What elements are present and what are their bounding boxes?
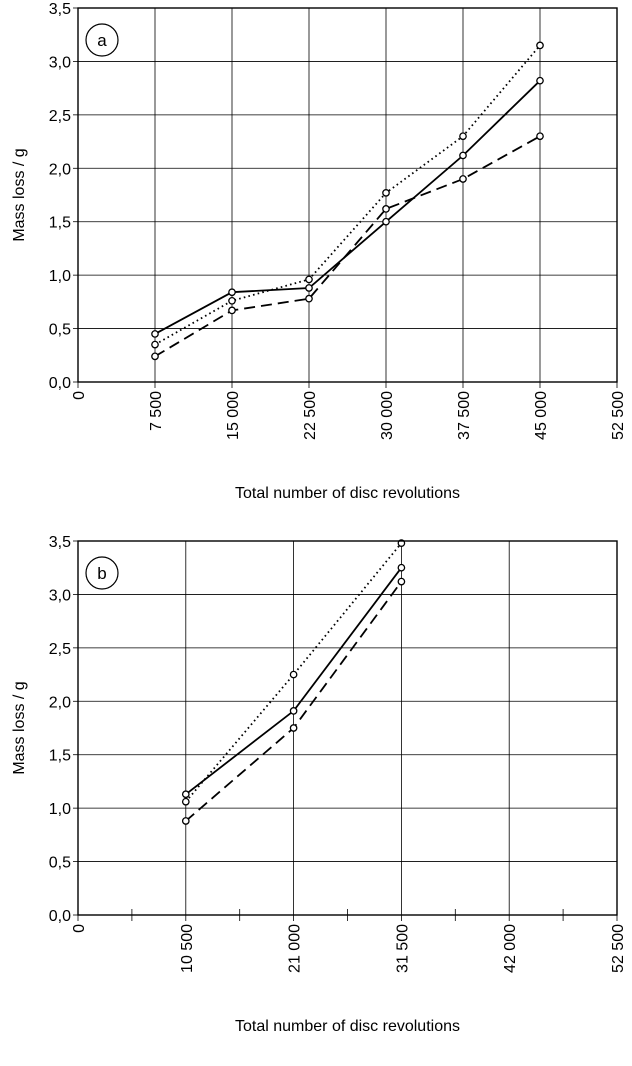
x-axis-title: Total number of disc revolutions xyxy=(235,485,460,502)
y-tick-label: 0,5 xyxy=(49,855,71,872)
data-point-dashed xyxy=(289,724,298,732)
data-point-dotted xyxy=(289,670,298,679)
y-tick-label: 3,0 xyxy=(49,587,71,604)
data-point-dotted xyxy=(536,41,544,50)
data-point-dashed xyxy=(151,352,159,361)
x-tick-label: 42 000 xyxy=(502,924,519,973)
series-line-solid xyxy=(154,80,541,335)
y-tick-label: 1,0 xyxy=(49,268,71,285)
y-tick-label: 0,5 xyxy=(49,322,71,339)
data-point-solid xyxy=(305,284,313,292)
y-tick-label: 2,0 xyxy=(49,161,71,178)
x-tick-label: 0 xyxy=(71,924,88,933)
data-point-dashed xyxy=(181,817,190,825)
y-tick-label: 1,5 xyxy=(49,215,71,232)
data-point-solid xyxy=(151,330,159,338)
x-tick-label: 52 500 xyxy=(610,924,627,973)
data-point-solid xyxy=(228,288,236,297)
data-point-dotted xyxy=(305,275,313,284)
data-point-dotted xyxy=(151,340,159,349)
panel-label-badge: a xyxy=(85,23,119,57)
data-point-dashed xyxy=(382,205,390,213)
data-point-dashed xyxy=(305,294,313,303)
data-point-solid xyxy=(289,707,298,715)
y-tick-label: 2,5 xyxy=(49,108,71,125)
data-point-dashed xyxy=(397,577,406,586)
x-tick-label: 52 500 xyxy=(610,391,627,440)
x-tick-label: 7 500 xyxy=(148,391,165,431)
data-point-dotted xyxy=(228,296,236,305)
chart-panel-b: 0,0 0,5 1,0 1,5 2,0 2,5 3,0 3,5 0 10 500 21 000 31 … xyxy=(11,534,627,1035)
x-tick-label: 21 000 xyxy=(287,924,304,973)
y-axis-title: Mass loss / g xyxy=(11,148,28,241)
panel-label: b xyxy=(97,564,106,583)
data-point-solid xyxy=(382,217,390,226)
data-point-dashed xyxy=(228,306,236,315)
data-point-dotted xyxy=(382,189,390,197)
y-tick-label: 1,0 xyxy=(49,801,71,818)
y-tick-label: 1,5 xyxy=(49,748,71,765)
data-point-solid xyxy=(181,790,190,799)
chart-panel-a: 0,0 0,5 1,0 1,5 2,0 2,5 3,0 3,5 0 7 500 15 000 22 5… xyxy=(11,1,627,502)
x-tick-label: 30 000 xyxy=(379,391,396,440)
data-point-dotted xyxy=(181,797,190,806)
plot-frame xyxy=(77,7,618,383)
panel-label: a xyxy=(97,31,107,50)
data-point-dashed xyxy=(459,175,467,183)
x-tick-label: 45 000 xyxy=(533,391,550,440)
data-point-dotted xyxy=(459,132,467,141)
x-tick-label: 37 500 xyxy=(456,391,473,440)
y-tick-label: 0,0 xyxy=(49,908,71,925)
y-tick-label: 3,5 xyxy=(49,1,71,18)
data-point-solid xyxy=(459,151,467,160)
series-line-dashed xyxy=(154,135,541,358)
data-point-dashed xyxy=(536,132,544,141)
panel-label-circle xyxy=(85,556,119,590)
panel-label-badge: b xyxy=(85,556,119,590)
x-axis-title: Total number of disc revolutions xyxy=(235,1018,460,1035)
y-tick-label: 2,0 xyxy=(49,694,71,711)
x-tick-label: 22 500 xyxy=(302,391,319,440)
y-tick-label: 3,5 xyxy=(49,534,71,551)
y-tick-label: 0,0 xyxy=(49,375,71,392)
x-tick-label: 31 500 xyxy=(394,924,411,973)
series-line-dotted xyxy=(154,44,541,346)
y-axis-title: Mass loss / g xyxy=(11,681,28,774)
data-point-solid xyxy=(536,76,544,85)
y-tick-label: 3,0 xyxy=(49,54,71,71)
x-tick-label: 15 000 xyxy=(225,391,242,440)
y-tick-label: 2,5 xyxy=(49,641,71,658)
x-tick-label: 10 500 xyxy=(179,924,196,973)
plot-frame xyxy=(77,540,618,916)
data-point-solid xyxy=(397,563,406,572)
x-tick-label: 0 xyxy=(71,391,88,400)
panel-label-circle xyxy=(85,23,119,57)
